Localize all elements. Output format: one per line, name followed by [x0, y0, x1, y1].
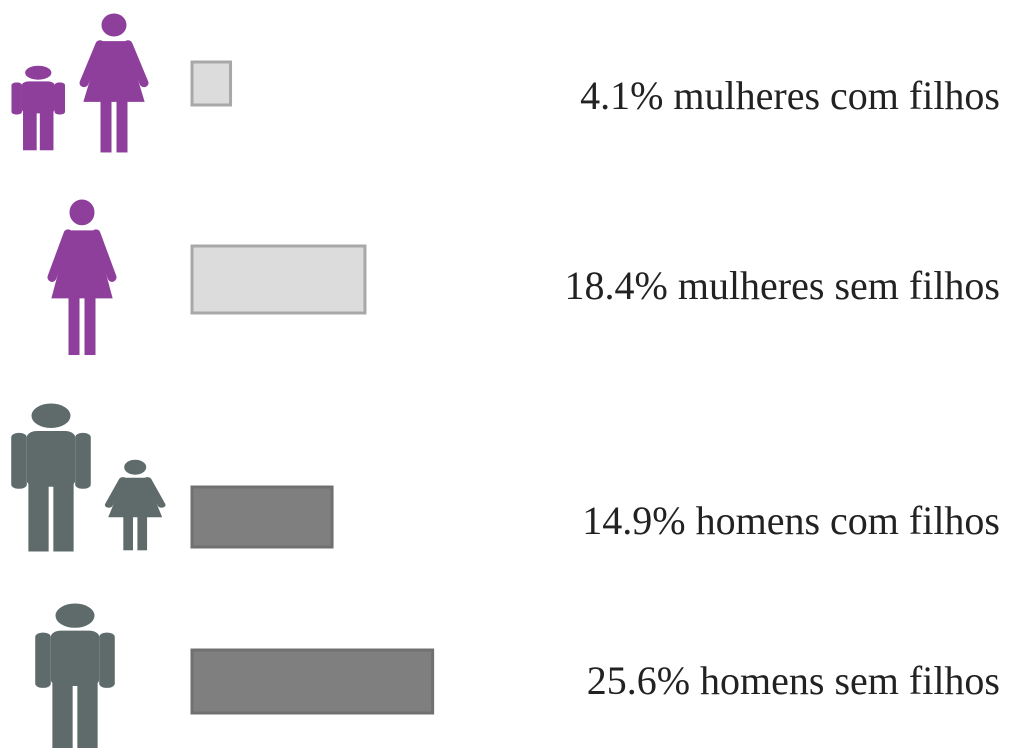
bar [190, 648, 435, 715]
value-label: 25.6% [587, 658, 690, 703]
bar-label: 18.4% mulheres sem filhos [565, 263, 1001, 308]
category-label: homens com filhos [696, 498, 1000, 543]
bar [190, 244, 367, 315]
value-label: 4.1% [580, 73, 663, 118]
value-label: 18.4% [565, 263, 668, 308]
category-label: mulheres sem filhos [678, 263, 1000, 308]
bar [190, 60, 233, 107]
value-label: 14.9% [582, 498, 685, 543]
icon-man [35, 603, 115, 748]
icons [11, 14, 162, 748]
bar-label: 14.9% homens com filhos [582, 498, 1000, 543]
category-label: homens sem filhos [700, 658, 1000, 703]
icon-father-child [11, 403, 162, 551]
bar [190, 485, 334, 549]
bar-label: 25.6% homens sem filhos [587, 658, 1000, 703]
icon-woman [52, 200, 112, 355]
icon-mother-child [11, 14, 144, 152]
bar-label: 4.1% mulheres com filhos [580, 73, 1000, 118]
category-label: mulheres com filhos [673, 73, 1000, 118]
